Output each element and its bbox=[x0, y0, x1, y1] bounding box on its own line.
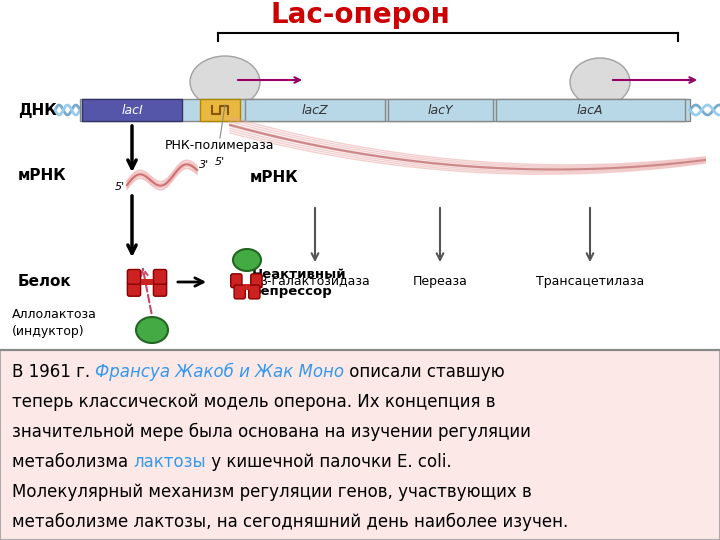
Text: β-галактозидаза: β-галактозидаза bbox=[260, 275, 370, 288]
Bar bbox=[245, 99, 385, 121]
Text: lacI: lacI bbox=[121, 104, 143, 117]
Ellipse shape bbox=[570, 58, 630, 106]
Text: ДНК: ДНК bbox=[18, 103, 57, 118]
FancyBboxPatch shape bbox=[127, 269, 140, 284]
Text: 5': 5' bbox=[215, 157, 225, 167]
Text: метаболизме лактозы, на сегодняшний день наиболее изучен.: метаболизме лактозы, на сегодняшний день… bbox=[12, 513, 568, 531]
Text: мРНК: мРНК bbox=[250, 171, 299, 186]
Text: мРНК: мРНК bbox=[18, 167, 67, 183]
Ellipse shape bbox=[136, 317, 168, 343]
FancyBboxPatch shape bbox=[230, 274, 242, 288]
Text: Молекулярный механизм регуляции генов, участвующих в: Молекулярный механизм регуляции генов, у… bbox=[12, 483, 532, 501]
Text: 3': 3' bbox=[199, 160, 209, 170]
Text: (индуктор): (индуктор) bbox=[12, 326, 85, 339]
FancyBboxPatch shape bbox=[140, 279, 153, 285]
FancyBboxPatch shape bbox=[153, 269, 166, 284]
Text: В 1961 г.: В 1961 г. bbox=[12, 363, 95, 381]
Text: Переаза: Переаза bbox=[413, 275, 467, 288]
Ellipse shape bbox=[190, 56, 260, 108]
Text: lacZ: lacZ bbox=[302, 104, 328, 117]
FancyBboxPatch shape bbox=[234, 285, 246, 299]
Text: lacY: lacY bbox=[427, 104, 453, 117]
Bar bbox=[388, 99, 493, 121]
Text: описали ставшую: описали ставшую bbox=[344, 363, 505, 381]
Text: Франсуа Жакоб и Жак Моно: Франсуа Жакоб и Жак Моно bbox=[95, 363, 344, 381]
FancyBboxPatch shape bbox=[127, 281, 140, 296]
Text: репрессор: репрессор bbox=[252, 286, 333, 299]
Ellipse shape bbox=[233, 249, 261, 271]
Bar bbox=[496, 99, 685, 121]
Bar bbox=[80, 99, 690, 121]
Text: Аллолактоза: Аллолактоза bbox=[12, 308, 97, 321]
Text: теперь классической модель оперона. Их концепция в: теперь классической модель оперона. Их к… bbox=[12, 393, 495, 411]
Text: Lac-оперон: Lac-оперон bbox=[270, 1, 450, 29]
FancyBboxPatch shape bbox=[153, 281, 166, 296]
Text: значительной мере была основана на изучении регуляции: значительной мере была основана на изуче… bbox=[12, 423, 531, 441]
Text: метаболизма: метаболизма bbox=[12, 453, 133, 471]
FancyBboxPatch shape bbox=[251, 274, 262, 288]
Text: у кишечной палочки E. coli.: у кишечной палочки E. coli. bbox=[206, 453, 451, 471]
Text: РНК-полимераза: РНК-полимераза bbox=[166, 138, 275, 152]
Text: lacA: lacA bbox=[577, 104, 603, 117]
FancyBboxPatch shape bbox=[244, 285, 250, 289]
Text: Белок: Белок bbox=[18, 274, 71, 289]
Bar bbox=[82, 99, 182, 121]
Text: Неактивный: Неактивный bbox=[252, 267, 346, 280]
Text: лактозы: лактозы bbox=[133, 453, 206, 471]
Text: Трансацетилаза: Трансацетилаза bbox=[536, 275, 644, 288]
Bar bbox=[0, 350, 720, 540]
Bar bbox=[200, 99, 240, 121]
FancyBboxPatch shape bbox=[248, 285, 260, 299]
Text: 5': 5' bbox=[115, 182, 125, 192]
